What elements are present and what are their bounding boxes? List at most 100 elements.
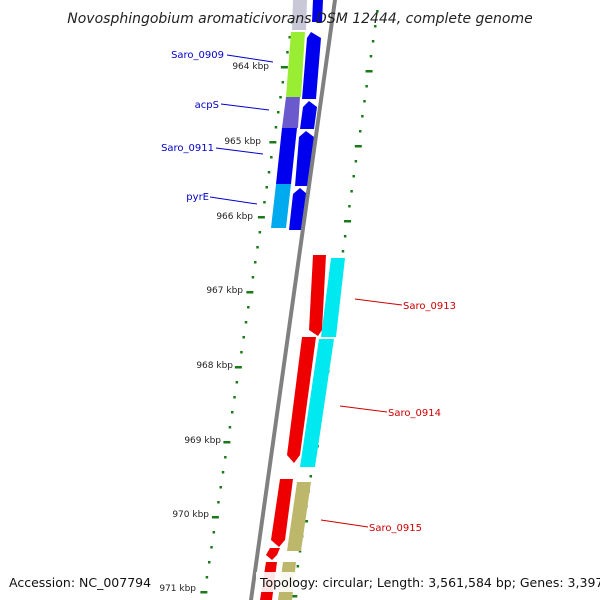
kbp-label-967: 967 kbp (206, 286, 243, 296)
feature-saro-0909-category[interactable] (286, 32, 305, 97)
leader-saro-0914 (339, 405, 388, 413)
accession-text: Accession: NC_007794 (9, 575, 151, 590)
gene-labels: Saro_0909 acpS Saro_0911 pyrE Saro_0913 … (161, 50, 456, 534)
inner-tick (265, 186, 268, 189)
feature-top-grey (292, 0, 307, 30)
inner-tick (210, 546, 213, 549)
inner-tick (270, 156, 273, 159)
feature-saro-0913-category[interactable] (321, 258, 345, 337)
inner-tick (251, 276, 255, 279)
outer-tick (348, 205, 351, 208)
leader-saro-0911 (215, 147, 264, 155)
inner-tick (219, 486, 222, 489)
kbp-label-968: 968 kbp (196, 361, 233, 371)
leader-pyre (209, 196, 258, 205)
inner-tick (247, 306, 250, 309)
feature-blocks (260, 32, 345, 600)
kbp-label-971: 971 kbp (159, 584, 196, 594)
leader-saro-0915 (320, 519, 369, 528)
inner-tick (257, 216, 265, 219)
inner-tick (234, 366, 242, 369)
inner-tick (207, 561, 211, 564)
inner-tick (217, 501, 220, 504)
outer-tick (365, 85, 368, 88)
kbp-labels: 964 kbp 965 kbp 966 kbp 967 kbp 968 kbp … (159, 62, 269, 594)
inner-tick (286, 51, 289, 54)
inner-tick (279, 96, 282, 99)
inner-tick (212, 531, 216, 534)
feature-saro-0909-cds[interactable] (302, 32, 321, 99)
feature-acps-category[interactable] (282, 97, 300, 128)
leader-saro-0909 (226, 54, 274, 63)
outer-tick (371, 40, 375, 43)
kbp-label-964: 964 kbp (232, 62, 269, 72)
outer-tick (352, 175, 355, 178)
topology-text: Topology: circular; Length: 3,561,584 bp… (259, 575, 600, 590)
kbp-label-969: 969 kbp (184, 436, 221, 446)
outer-tick (365, 70, 373, 73)
gene-label-saro-0913[interactable]: Saro_0913 (403, 301, 456, 312)
outer-tick (369, 55, 373, 58)
outer-tick (298, 550, 302, 553)
inner-tick (230, 411, 234, 414)
inner-tick (200, 591, 208, 594)
feature-small-1[interactable] (266, 548, 280, 560)
inner-tick (253, 261, 257, 264)
inner-tick (246, 291, 254, 294)
inner-tick (242, 336, 245, 339)
label-leaders (209, 54, 403, 528)
inner-tick (244, 321, 248, 324)
inner-tick (221, 471, 225, 474)
inner-tick (256, 246, 259, 249)
gene-label-saro-0915[interactable]: Saro_0915 (369, 523, 422, 534)
feature-saro-0915-cds[interactable] (271, 479, 293, 547)
outer-tick (354, 160, 358, 163)
inner-tick (223, 441, 231, 444)
inner-tick (205, 576, 209, 579)
inner-tick (224, 456, 227, 459)
feature-acps-cds[interactable] (300, 101, 317, 129)
feature-saro-0913-cds[interactable] (309, 255, 326, 336)
inner-tick (274, 126, 278, 129)
inner-tick (233, 396, 236, 399)
kbp-label-965: 965 kbp (224, 137, 261, 147)
outer-tick (373, 25, 377, 28)
feature-saro-0911-category[interactable] (276, 128, 297, 184)
gene-label-saro-0911[interactable]: Saro_0911 (161, 143, 214, 154)
leader-acps (220, 103, 270, 111)
gene-label-pyre[interactable]: pyrE (186, 192, 209, 203)
outer-tick (309, 475, 312, 478)
gene-label-acps[interactable]: acpS (195, 100, 219, 111)
genome-title: Novosphingobium aromaticivorans DSM 1244… (67, 11, 532, 27)
outer-tick (358, 130, 362, 133)
outer-tick (341, 250, 345, 253)
outer-tick (350, 190, 353, 193)
inner-tick (211, 516, 219, 519)
inner-tick (281, 81, 285, 84)
inner-tick (263, 201, 266, 204)
topology-bg (256, 572, 596, 592)
accession-bg (4, 572, 150, 592)
outer-tick (363, 100, 366, 103)
outer-tick (343, 235, 347, 238)
feature-saro-0914-category[interactable] (300, 339, 334, 467)
feature-top-blue (312, 0, 323, 22)
feature-saro-0915-category[interactable] (287, 482, 311, 551)
inner-tick (269, 141, 277, 144)
outer-tick (376, 10, 379, 13)
inner-tick (288, 36, 291, 39)
outer-tick (296, 565, 300, 568)
inner-tick (267, 171, 271, 174)
gene-label-saro-0909[interactable]: Saro_0909 (171, 50, 224, 61)
gene-label-saro-0914[interactable]: Saro_0914 (388, 408, 441, 419)
feature-saro-0914-cds[interactable] (287, 337, 316, 463)
inner-tick (290, 21, 294, 24)
inner-tick (280, 66, 288, 69)
inner-tick (228, 426, 232, 429)
genome-backbone (249, 0, 337, 600)
feature-pyre-category[interactable] (271, 184, 291, 228)
inner-tick (240, 351, 243, 354)
inner-tick (276, 111, 280, 114)
outer-tick (344, 220, 352, 223)
